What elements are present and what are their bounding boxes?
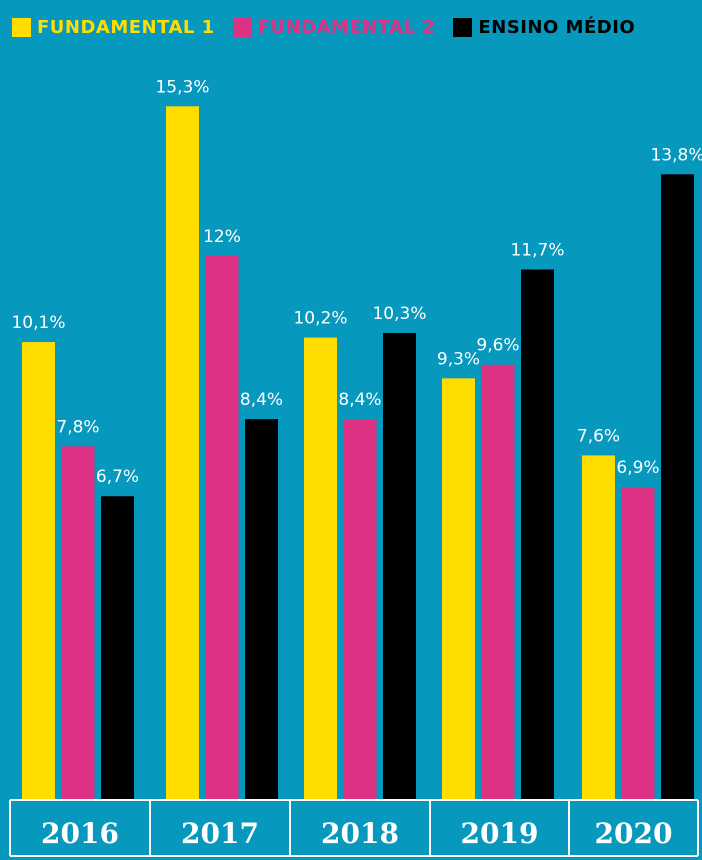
bar-2017-ensino-m-dio <box>245 419 278 800</box>
legend-swatch-fundamental-1 <box>12 17 31 37</box>
bar-2016-fundamental-1 <box>22 342 55 800</box>
legend-item-ensino-medio: ENSINO MÉDIO <box>453 17 635 38</box>
x-tick-label-2016: 2016 <box>41 817 119 850</box>
value-label-2018-fundamental-2: 8,4% <box>338 390 381 410</box>
legend-label-ensino-medio: ENSINO MÉDIO <box>478 16 636 38</box>
value-label-2017-ensino-m-dio: 8,4% <box>240 390 283 410</box>
value-label-2019-ensino-m-dio: 11,7% <box>510 241 564 261</box>
value-label-2019-fundamental-2: 9,6% <box>476 336 519 356</box>
value-label-2019-fundamental-1: 9,3% <box>437 349 480 369</box>
value-label-2018-fundamental-1: 10,2% <box>293 309 347 329</box>
bar-2020-ensino-m-dio <box>661 174 694 801</box>
bar-2020-fundamental-1 <box>582 455 615 800</box>
bar-2017-fundamental-2 <box>205 255 239 801</box>
legend-swatch-ensino-medio <box>453 17 473 37</box>
bar-2019-fundamental-1 <box>442 378 475 800</box>
legend-item-fundamental-1: FUNDAMENTAL 1 <box>12 17 215 38</box>
value-label-2020-fundamental-1: 7,6% <box>577 426 620 446</box>
value-label-2016-fundamental-1: 10,1% <box>11 313 65 333</box>
value-label-2017-fundamental-1: 15,3% <box>155 77 209 97</box>
legend-label-fundamental-2: FUNDAMENTAL 2 <box>257 16 436 38</box>
bar-2019-ensino-m-dio <box>521 269 554 801</box>
bar-2018-fundamental-1 <box>304 337 337 800</box>
bar-2016-ensino-m-dio <box>101 496 134 800</box>
bar-2019-fundamental-2 <box>481 364 515 800</box>
value-label-2016-fundamental-2: 7,8% <box>56 417 99 437</box>
x-tick-label-2020: 2020 <box>595 817 673 850</box>
legend: FUNDAMENTAL 1 FUNDAMENTAL 2 ENSINO MÉDIO <box>12 10 635 44</box>
bar-2016-fundamental-2 <box>61 446 95 800</box>
legend-swatch-fundamental-2 <box>232 17 252 37</box>
x-tick-label-2018: 2018 <box>321 817 399 850</box>
value-label-2017-fundamental-2: 12% <box>203 227 241 247</box>
x-tick-label-2019: 2019 <box>461 817 539 850</box>
bar-2017-fundamental-1 <box>166 106 199 801</box>
legend-item-fundamental-2: FUNDAMENTAL 2 <box>232 16 436 38</box>
value-label-2018-ensino-m-dio: 10,3% <box>372 304 426 324</box>
legend-label-fundamental-1: FUNDAMENTAL 1 <box>37 16 215 38</box>
value-label-2020-ensino-m-dio: 13,8% <box>650 145 702 165</box>
value-label-2020-fundamental-2: 6,9% <box>616 458 659 478</box>
bar-2018-fundamental-2 <box>343 419 377 800</box>
bar-2020-fundamental-2 <box>621 487 655 800</box>
x-tick-label-2017: 2017 <box>181 817 259 850</box>
value-label-2016-ensino-m-dio: 6,7% <box>96 467 139 487</box>
bar-2018-ensino-m-dio <box>383 332 416 800</box>
